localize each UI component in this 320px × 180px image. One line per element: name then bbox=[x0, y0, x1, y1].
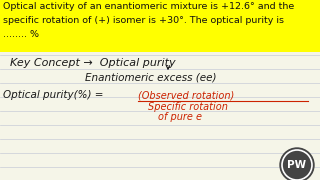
Circle shape bbox=[280, 148, 314, 180]
Text: Optical activity of an enantiomeric mixture is +12.6° and the: Optical activity of an enantiomeric mixt… bbox=[3, 2, 294, 11]
Text: Optical purity(%) =: Optical purity(%) = bbox=[3, 90, 107, 100]
Text: of pure e: of pure e bbox=[158, 112, 202, 123]
Text: Enantiomeric excess (ee): Enantiomeric excess (ee) bbox=[85, 73, 217, 83]
Circle shape bbox=[285, 153, 309, 177]
Bar bbox=[0, 0, 320, 52]
Text: (Observed rotation): (Observed rotation) bbox=[138, 90, 234, 100]
Text: PW: PW bbox=[287, 160, 307, 170]
Text: specific rotation of (+) isomer is +30°. The optical purity is: specific rotation of (+) isomer is +30°.… bbox=[3, 16, 284, 25]
Text: ........ %: ........ % bbox=[3, 30, 39, 39]
Text: Key Concept →  Optical purity: Key Concept → Optical purity bbox=[10, 58, 176, 68]
Text: Specific rotation: Specific rotation bbox=[148, 102, 228, 111]
